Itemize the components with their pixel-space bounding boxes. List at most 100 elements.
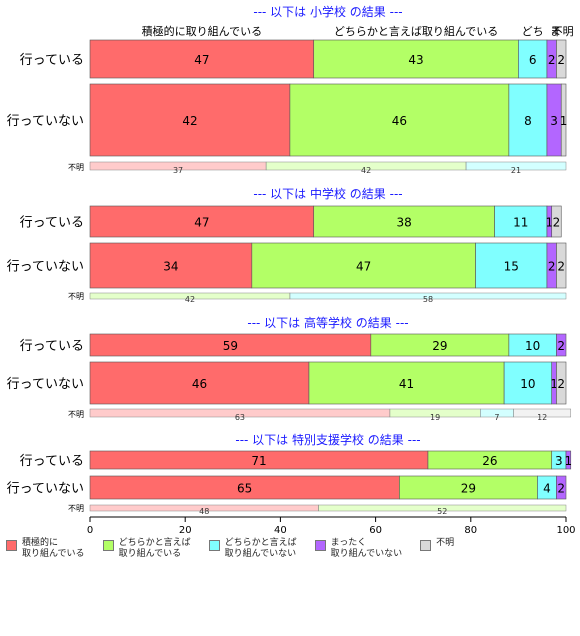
x-tick-label: 100 xyxy=(556,525,575,536)
bar-segment xyxy=(551,205,562,238)
top-category-label: 不明 xyxy=(552,25,574,38)
bar-segment xyxy=(89,83,291,157)
data-label: 2 xyxy=(548,53,556,67)
data-label: 41 xyxy=(399,377,414,391)
data-label: 43 xyxy=(408,53,423,67)
bar-segment xyxy=(556,333,567,357)
legend-label: 積極的に 取り組んでいる xyxy=(22,538,85,559)
data-label: 29 xyxy=(461,482,476,496)
legend-swatch xyxy=(314,540,326,551)
panel-title: --- 以下は 高等学校 の結果 --- xyxy=(247,315,408,330)
data-label: 1 xyxy=(565,454,573,468)
data-label: 3 xyxy=(555,454,563,468)
data-label: 2 xyxy=(557,260,565,274)
data-label: 34 xyxy=(163,260,178,274)
data-label: 4 xyxy=(543,482,551,496)
bar-segment xyxy=(308,361,505,405)
unknown-data-label: 42 xyxy=(361,166,371,175)
bar-segment xyxy=(89,361,310,405)
unknown-data-label: 7 xyxy=(494,413,499,422)
bar-segment xyxy=(508,83,548,157)
unknown-data-label: 21 xyxy=(511,166,521,175)
data-label: 10 xyxy=(525,339,540,353)
legend-swatch xyxy=(208,540,220,551)
data-label: 1 xyxy=(560,114,568,128)
data-label: 2 xyxy=(557,377,565,391)
bar-segment xyxy=(518,39,548,79)
panel-title: --- 以下は 中学校 の結果 --- xyxy=(253,186,402,201)
bar-segment xyxy=(313,205,495,238)
row-label: 行っていない xyxy=(7,482,84,497)
top-category-label: 積極的に取り組んでいる xyxy=(142,24,262,38)
bar-segment xyxy=(556,361,567,405)
bar-segment xyxy=(556,475,567,500)
data-label: 1 xyxy=(550,377,558,391)
x-tick-label: 80 xyxy=(464,525,477,536)
top-category-label: どち xyxy=(522,25,544,38)
data-label: 2 xyxy=(557,339,565,353)
bar-segment xyxy=(565,450,572,470)
bar-segment xyxy=(289,83,510,157)
legend-label: どちらかと言えば 取り組んでいる xyxy=(118,538,191,559)
x-tick-label: 40 xyxy=(274,525,287,536)
unknown-row-label: 不明 xyxy=(68,410,84,419)
unknown-bar-segment xyxy=(289,292,567,300)
row-label: 行っている xyxy=(20,339,84,354)
unknown-data-label: 42 xyxy=(185,295,195,304)
unknown-data-label: 12 xyxy=(537,413,547,422)
data-label: 2 xyxy=(557,482,565,496)
bar-segment xyxy=(556,242,567,289)
data-label: 1 xyxy=(546,216,554,230)
unknown-row-label: 不明 xyxy=(68,504,84,513)
legend-item: どちらかと言えば 取り組んでいる xyxy=(102,538,191,560)
top-category-label: ま xyxy=(550,25,561,38)
data-label: 10 xyxy=(520,377,535,391)
bar-segment xyxy=(251,242,476,289)
unknown-data-label: 63 xyxy=(235,413,245,422)
legend-swatch xyxy=(102,540,114,551)
row-label: 行っていない xyxy=(7,377,84,392)
bar-segment xyxy=(89,242,253,289)
legend-item: どちらかと言えば 取り組んでいない xyxy=(208,538,297,560)
data-label: 42 xyxy=(182,114,197,128)
legend-label: 不明 xyxy=(436,538,455,548)
data-label: 11 xyxy=(513,216,528,230)
bar-segment xyxy=(475,242,548,289)
data-label: 46 xyxy=(192,377,207,391)
legend-item: まったく 取り組んでいない xyxy=(314,538,402,560)
data-label: 71 xyxy=(251,454,266,468)
unknown-row-label: 不明 xyxy=(68,292,84,301)
legend-item: 不明 xyxy=(420,538,454,560)
bar-segment xyxy=(494,205,548,238)
data-label: 6 xyxy=(529,53,537,67)
row-label: 行っている xyxy=(20,216,84,231)
data-label: 15 xyxy=(504,260,519,274)
x-tick-label: 60 xyxy=(369,525,382,536)
unknown-row-label: 不明 xyxy=(68,163,84,172)
unknown-bar-segment xyxy=(513,408,572,418)
unknown-data-label: 48 xyxy=(199,507,209,516)
unknown-data-label: 37 xyxy=(173,166,183,175)
row-label: 行っていない xyxy=(7,114,84,129)
unknown-data-label: 52 xyxy=(437,507,447,516)
row-label: 行っている xyxy=(20,454,84,469)
top-category-label: どちらかと言えば取り組んでいる xyxy=(334,25,498,38)
bar-segment xyxy=(503,361,553,405)
unknown-bar-segment xyxy=(318,504,567,512)
data-label: 2 xyxy=(553,216,561,230)
data-label: 3 xyxy=(550,114,558,128)
data-label: 47 xyxy=(194,216,209,230)
data-label: 46 xyxy=(392,114,407,128)
data-label: 29 xyxy=(432,339,447,353)
panel-title: --- 以下は 特別支援学校 の結果 --- xyxy=(235,432,420,447)
legend-swatch xyxy=(6,540,17,551)
data-label: 65 xyxy=(237,482,252,496)
bar-segment xyxy=(89,205,315,238)
x-tick-label: 0 xyxy=(87,525,93,536)
data-label: 26 xyxy=(482,454,497,468)
bar-segment xyxy=(313,39,519,79)
data-label: 2 xyxy=(557,53,565,67)
panel-title: --- 以下は 小学校 の結果 --- xyxy=(253,4,402,19)
legend: 積極的に 取り組んでいる どちらかと言えば 取り組んでいる どちらかと言えば 取り組… xyxy=(6,538,576,560)
